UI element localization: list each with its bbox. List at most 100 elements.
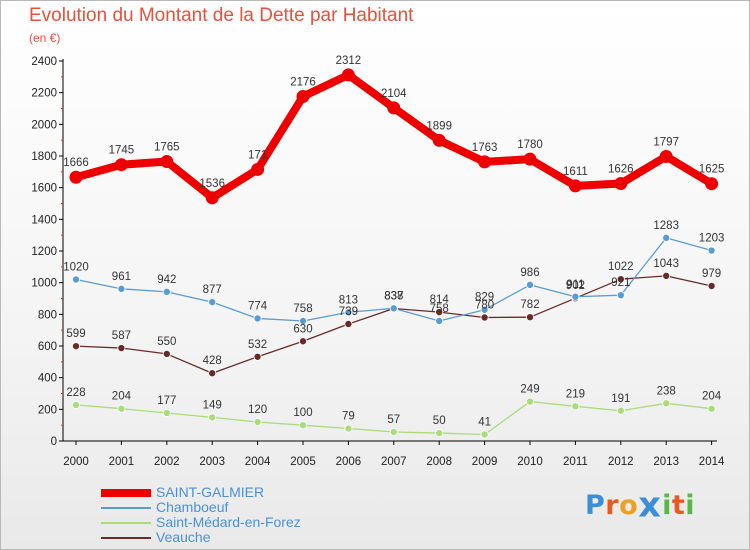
data-label: 428 — [203, 355, 222, 367]
x-tick-label: 2009 — [472, 456, 498, 468]
data-label: 911 — [566, 279, 584, 291]
data-label: 532 — [248, 339, 267, 351]
data-point — [298, 421, 307, 430]
data-label: 1666 — [63, 157, 89, 169]
x-tick-label: 2013 — [653, 456, 679, 468]
legend-swatch — [101, 489, 151, 497]
data-point — [387, 101, 401, 115]
x-tick-label: 2002 — [154, 456, 180, 468]
data-label: 1626 — [608, 164, 634, 176]
data-point — [614, 177, 628, 191]
legend-swatch — [101, 522, 151, 524]
data-label: 1203 — [699, 233, 725, 245]
y-tick-label: 1000 — [31, 278, 57, 290]
data-point — [523, 152, 537, 166]
data-label: 50 — [433, 415, 446, 427]
data-point — [662, 233, 671, 242]
data-point — [435, 429, 444, 438]
y-tick-label: 2400 — [31, 56, 57, 68]
data-point — [435, 308, 444, 317]
data-label: 902 — [566, 280, 585, 292]
data-label: 171 — [248, 149, 267, 161]
data-label: 986 — [520, 267, 539, 279]
data-label: 177 — [157, 395, 176, 407]
data-point — [480, 313, 489, 322]
data-label: 1536 — [199, 178, 225, 190]
data-point — [298, 316, 307, 325]
data-point — [208, 298, 217, 307]
data-label: 782 — [520, 299, 539, 311]
series-lines — [72, 70, 716, 436]
logo-letter: i — [662, 490, 672, 521]
data-label: 1765 — [154, 142, 180, 154]
data-point — [705, 177, 719, 191]
data-point — [253, 352, 262, 361]
data-point — [114, 158, 128, 172]
series-points — [69, 68, 719, 439]
data-point — [432, 133, 446, 147]
data-point — [208, 413, 217, 422]
data-point — [253, 417, 262, 426]
y-tick-label: 1600 — [31, 183, 57, 195]
data-label: 100 — [293, 407, 312, 419]
data-label: 813 — [339, 294, 358, 306]
data-label: 2176 — [290, 76, 316, 88]
data-label: 877 — [203, 284, 222, 296]
data-point — [662, 271, 671, 280]
legend-swatch — [101, 537, 151, 539]
data-point — [162, 349, 171, 358]
data-label: 191 — [611, 393, 630, 405]
data-point — [571, 402, 580, 411]
x-tick-label: 2008 — [426, 456, 452, 468]
chart-title: Evolution du Montant de la Dette par Hab… — [29, 5, 414, 26]
data-label: 758 — [430, 303, 449, 315]
data-label: 814 — [430, 294, 450, 306]
data-point — [298, 337, 307, 346]
data-label: 204 — [702, 391, 722, 403]
logo-letter: t — [671, 490, 686, 521]
data-label: 758 — [293, 303, 312, 315]
legend-label: SAINT-GALMIER — [156, 484, 265, 500]
chart-axes: 0 200 400 600 800 1000 1200 1400 1600 1800 2000 220… — [31, 56, 725, 468]
data-label: 2312 — [336, 55, 362, 67]
y-tick-label: 800 — [38, 309, 57, 321]
y-tick-label: 1400 — [31, 214, 57, 226]
x-tick-label: 2000 — [63, 456, 89, 468]
data-point — [117, 404, 126, 413]
data-label: 79 — [342, 410, 355, 422]
logo-letter: x — [638, 485, 662, 526]
y-tick-label: 1800 — [31, 151, 57, 163]
data-point — [478, 155, 492, 169]
data-point — [251, 162, 265, 176]
data-label: 979 — [702, 268, 721, 280]
legend-label: Saint-Médard-en-Forez — [156, 514, 301, 530]
y-tick-label: 0 — [51, 436, 57, 448]
data-point — [72, 342, 81, 351]
data-point — [659, 149, 673, 163]
data-label: 961 — [112, 271, 131, 283]
data-label: 1022 — [608, 261, 634, 273]
data-label: 630 — [293, 323, 312, 335]
x-tick-label: 2005 — [290, 456, 316, 468]
y-tick-label: 2200 — [31, 88, 57, 100]
data-label: 1763 — [472, 142, 498, 154]
data-label: 57 — [387, 414, 400, 426]
data-label: 1283 — [653, 220, 679, 232]
data-label: 2104 — [381, 88, 407, 100]
data-point — [616, 275, 625, 284]
data-label: 120 — [248, 404, 267, 416]
logo-letter: i — [685, 490, 696, 521]
data-point — [707, 281, 716, 290]
legend-swatch — [101, 507, 151, 509]
data-point — [205, 191, 219, 205]
y-tick-label: 1200 — [31, 246, 57, 258]
data-point — [160, 155, 174, 169]
data-point — [253, 314, 262, 323]
data-point — [344, 424, 353, 433]
data-point — [341, 68, 355, 82]
x-tick-label: 2006 — [336, 456, 362, 468]
data-label: 599 — [66, 328, 85, 340]
x-tick-label: 2003 — [199, 456, 225, 468]
data-label: 219 — [566, 388, 585, 400]
